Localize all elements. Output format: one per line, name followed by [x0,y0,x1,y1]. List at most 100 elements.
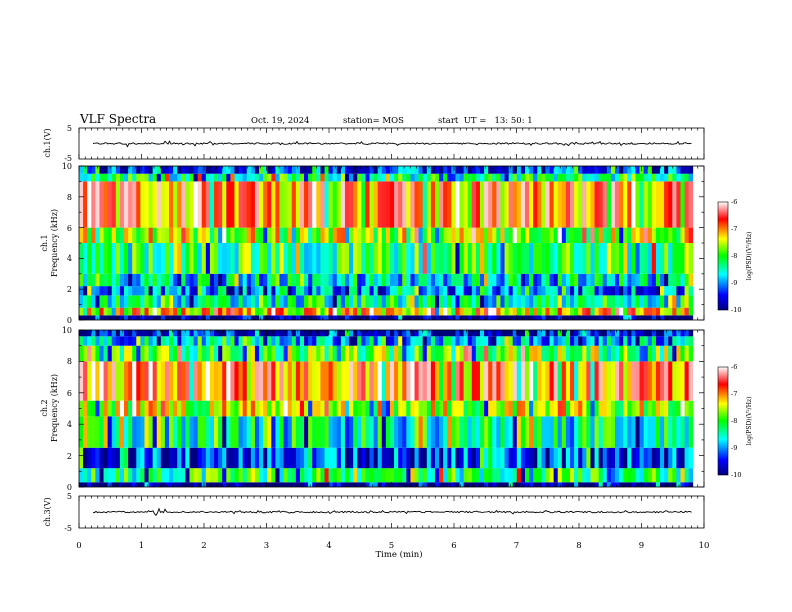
ch2-spectrogram-cell [124,336,129,346]
ch2-spectrogram-cell [226,345,231,362]
ch2-spectrogram-cell [647,336,653,346]
ch2-spectrogram-cell [570,447,575,469]
ch1-spectrogram-cell [639,173,645,182]
ch2-spectrogram-cell [185,447,190,469]
ch1-spectrogram-cell [504,307,510,316]
ch2-spectrogram-cell [533,400,538,417]
ch1-spectrogram-cell [201,227,207,243]
ch1-spectrogram-cell [570,181,575,228]
ch1-spectrogram-cell [234,315,239,320]
ch2-spectrogram-cell [500,416,505,448]
ch2-spectrogram-cell [524,482,530,487]
ch2-spectrogram-cell [439,416,444,448]
ch1-spectrogram-cell [426,286,432,296]
ch1-spectrogram-cell [344,181,350,228]
ch1-spectrogram-cell [394,273,399,287]
ch1-spectrogram-cell [83,181,88,228]
ch2-spectrogram-cell [467,447,473,469]
ch1-spectrogram-cell [201,273,207,287]
ch1-spectrogram-cell [467,173,473,182]
ch2-spectrogram-cell [373,330,379,337]
ch1-spectrogram-cell [226,227,231,243]
ch1-spectrogram-cell [316,181,321,228]
ch2-spectrogram-cell [132,345,137,362]
ch2-spectrogram-cell [128,361,133,401]
ch2-spectrogram-cell [242,482,248,487]
ch2-spectrogram-cell [496,447,501,469]
ch2-spectrogram-cell [439,468,444,483]
ch1-spectrogram-cell [79,295,84,308]
ch1-spectrogram-cell [520,243,526,274]
ch2-spectrogram-cell [148,345,154,362]
ch2-spectrogram-cell [549,468,555,483]
ch2-spectrogram-cell [524,330,530,337]
ch2-spectrogram-cell [574,468,579,483]
ch2-spectrogram-cell [124,482,129,487]
ch1-spectrogram-cell [316,295,321,308]
ch1-spectrogram-cell [340,286,346,296]
ch2-spectrogram-cell [615,336,620,346]
ch1-spectrogram-cell [349,286,354,296]
ch2-spectrogram-cell [279,400,284,417]
ch1-spectrogram-cell [668,173,673,182]
ch2-spectrogram-cell [365,447,370,469]
ch2-spectrogram-cell [377,336,383,346]
ch1-spectrogram-cell [99,315,104,320]
ch1-spectrogram-cell [500,307,505,316]
ch1-spectrogram-cell [299,286,305,296]
ch1-spectrogram-cell [512,315,518,320]
ch2-spectrogram-cell [520,336,526,346]
ch2-spectrogram-cell [156,361,162,401]
ch2-spectrogram-cell [389,447,395,469]
ch1-spectrogram-cell [402,243,407,274]
ch2-spectrogram-cell [181,400,186,417]
ch2-spectrogram-cell [434,468,440,483]
ch2-spectrogram-cell [254,482,260,487]
ch2-spectrogram-cell [246,361,252,401]
ch1-spectrogram-cell [389,243,395,274]
ch2-spectrogram-cell [373,482,379,487]
ch1-spectrogram-cell [373,173,379,182]
ch2-spectrogram-cell [426,400,432,417]
ch1-spectrogram-cell [287,243,293,274]
ch2-spectrogram-cell [332,468,338,483]
ch2-spectrogram-cell [631,468,636,483]
ch1-spectrogram-cell [283,166,289,174]
ch2-spectrogram-cell [545,330,550,337]
ch1-spectrogram-cell [189,307,194,316]
ch1-spectrogram-cell [381,307,387,316]
ch2-spectrogram-cell [242,468,248,483]
ch1-spectrogram-cell [177,166,182,174]
ch2-spectrogram-cell [443,447,448,469]
ch1-spectrogram-cell [688,243,694,274]
ch2-spectrogram-cell [578,330,583,337]
ch1-spectrogram-cell [181,181,186,228]
ch2-spectrogram-cell [365,336,370,346]
ch2-spectrogram-cell [332,336,338,346]
ch2-spectrogram-cell [238,361,244,401]
ch1-spectrogram-cell [209,227,215,243]
ch1-spectrogram-cell [185,166,190,174]
ch1-spectrogram-cell [643,166,649,174]
ch1-spectrogram-cell [111,227,117,243]
ch2-spectrogram-cell [230,400,235,417]
ch2-spectrogram-cell [353,400,358,417]
ch2-spectrogram-cell [308,447,313,469]
ch1-spectrogram-cell [197,286,203,296]
ch2-spectrogram-cell [369,447,374,469]
ch2-spectrogram-cell [222,416,227,448]
ch2-spectrogram-cell [664,330,669,337]
ch1-spectrogram-cell [205,295,211,308]
ch1-spectrogram-cell [263,173,268,182]
ch1-spectrogram-cell [336,273,342,287]
ch1-spectrogram-cell [467,295,473,308]
ch1-spectrogram-cell [357,295,362,308]
ch2-spectrogram-cell [529,330,534,337]
ch2-spectrogram-cell [512,361,518,401]
ch1-spectrogram-cell [422,166,428,174]
ch1-spectrogram-cell [197,307,203,316]
ch1-spectrogram-cell [484,243,489,274]
ch2-spectrogram-cell [279,336,284,346]
ch2-spectrogram-cell [83,345,88,362]
ch1-spectrogram-cell [271,307,276,316]
